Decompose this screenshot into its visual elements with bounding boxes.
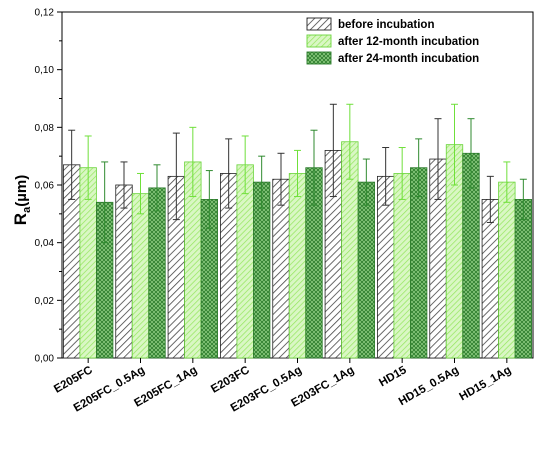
y-axis-label: Ra(µm): [11, 175, 33, 225]
x-tick-label: E205FC: [52, 364, 95, 395]
bar: [393, 173, 411, 359]
error-bars-group: [68, 103, 527, 244]
bar: [498, 181, 516, 359]
bar: [131, 193, 150, 359]
y-axis-label-symbol: R: [11, 213, 30, 225]
legend-swatch: [306, 34, 332, 48]
y-axis-label-unit: (µm): [13, 175, 30, 207]
legend-swatch: [306, 51, 332, 65]
x-tick-label: E203FC: [209, 364, 252, 395]
x-tick-label: HD15_0.5Ag: [397, 364, 461, 408]
y-tick-label: 0,10: [35, 65, 55, 76]
bar: [115, 184, 133, 359]
bar: [514, 199, 532, 359]
bar: [272, 178, 290, 359]
y-tick-label: 0,04: [35, 238, 55, 249]
legend-label: before incubation: [338, 19, 434, 31]
y-tick-label: 0,06: [35, 181, 55, 192]
y-tick-label: 0,08: [35, 123, 55, 134]
x-tick-label: HD15_1Ag: [458, 364, 514, 403]
bar: [288, 173, 307, 359]
bar: [148, 187, 166, 359]
legend-swatch: [306, 17, 332, 31]
y-tick-label: 0,12: [35, 8, 55, 19]
bar: [481, 199, 499, 359]
legend-label: after 24-month incubation: [338, 53, 479, 65]
y-axis: 0,00 0,02 0,04 0,06 0,08 0,10 0,12: [35, 8, 62, 365]
legend-label: after 12-month incubation: [338, 36, 479, 48]
y-axis-label-subscript: a: [21, 206, 33, 213]
bar: [357, 181, 375, 359]
y-tick-label: 0,00: [35, 354, 55, 365]
legend: before incubation after 12-month incubati…: [306, 17, 479, 65]
x-tick-label: HD15: [377, 364, 409, 389]
y-tick-label: 0,02: [35, 296, 55, 307]
